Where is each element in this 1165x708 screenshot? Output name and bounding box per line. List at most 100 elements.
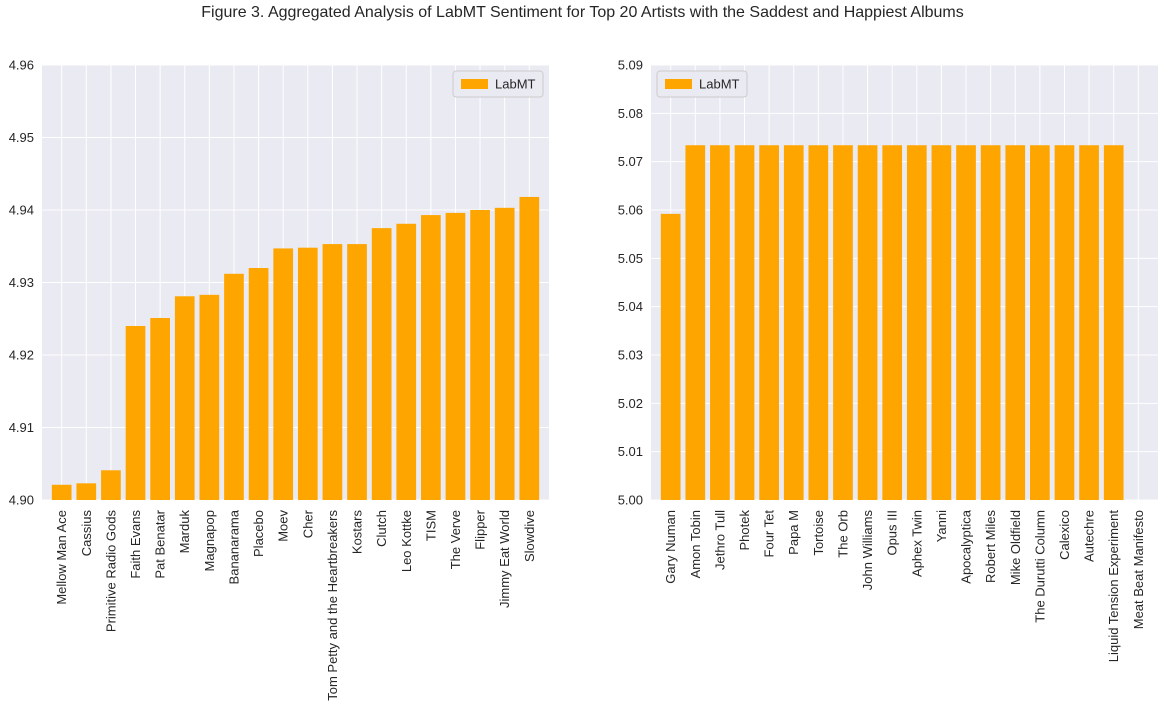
bar (76, 483, 97, 500)
x-tick-label: Gary Numan (663, 510, 678, 584)
x-tick-label: Meat Beat Manifesto (1131, 510, 1146, 629)
y-tick-label: 4.92 (9, 348, 34, 363)
bar (931, 145, 952, 500)
bar (956, 145, 976, 500)
x-tick-label: Amon Tobin (688, 510, 703, 578)
x-tick-label: Pat Benatar (153, 509, 168, 578)
bar (125, 326, 146, 500)
legend-label: LabMT (495, 77, 536, 92)
x-tick-label: Mellow Man Ace (54, 510, 69, 605)
bar (199, 294, 220, 500)
x-tick-label: Cassius (79, 510, 94, 557)
x-tick-label: Tortoise (811, 510, 826, 556)
x-tick-label: Mike Oldfield (1008, 510, 1023, 585)
x-tick-label: Four Tet (762, 510, 777, 558)
y-tick-label: 5.09 (618, 58, 643, 73)
legend-swatch (665, 79, 692, 89)
x-tick-label: Liquid Tension Experiment (1106, 510, 1121, 663)
x-tick-label: Papa M (786, 510, 801, 555)
legend-box (656, 70, 748, 98)
x-tick-label: Robert Miles (983, 510, 998, 583)
legend: LabMT (656, 70, 748, 98)
x-tick-label: Kostars (350, 510, 365, 555)
x-tick-label: Photek (737, 510, 752, 551)
chart-saddest: 4.90 4.91 4.92 4.93 4.94 4.95 4.96 Mellow Man A… (9, 58, 549, 701)
bar (347, 244, 367, 500)
bar (882, 145, 903, 500)
legend: LabMT (452, 70, 544, 98)
x-tick-label: John Williams (860, 510, 875, 591)
legend-swatch (461, 79, 488, 89)
y-tick-label: 5.07 (618, 154, 643, 169)
x-tick-label: The Verve (448, 510, 463, 569)
bar (445, 212, 466, 500)
y-tick-label: 5.03 (618, 348, 643, 363)
bar (224, 273, 244, 500)
x-tick-label: Leo Kottke (399, 510, 414, 572)
legend-label: LabMT (699, 77, 740, 92)
x-tick-label: Tom Petty and the Heartbreakers (325, 510, 340, 701)
x-tick-label: Marduk (177, 510, 192, 554)
bar (1005, 145, 1026, 500)
y-tick-label: 4.91 (9, 420, 34, 435)
y-tick-label: 4.96 (9, 58, 34, 73)
chart-happiest: 5.00 5.01 5.02 5.03 5.04 5.05 5.06 5.07 5.08 5.09… (618, 58, 1158, 663)
y-tick-label: 5.02 (618, 396, 643, 411)
bar (371, 228, 392, 500)
x-tick-label: Jethro Tull (712, 510, 727, 570)
y-tick-label: 5.06 (618, 203, 643, 218)
bar (248, 268, 269, 500)
x-tick-label: The Orb (835, 510, 850, 558)
x-tick-label: Jimmy Eat World (497, 510, 512, 608)
bar (857, 145, 878, 500)
x-tick-label: Yanni (934, 510, 949, 542)
bar (783, 145, 804, 500)
x-tick-label: Apocalyptica (959, 509, 974, 583)
x-tick-label: Primitive Radio Gods (103, 510, 118, 633)
legend-box (452, 70, 544, 98)
y-tick-label: 5.05 (618, 251, 643, 266)
bar (396, 223, 417, 500)
bar (734, 145, 755, 500)
bar (808, 145, 829, 500)
x-tick-label: Moev (276, 510, 291, 542)
bar (906, 145, 927, 500)
bar (660, 213, 681, 500)
bar (322, 244, 343, 500)
bar (710, 145, 730, 500)
bar (421, 215, 441, 500)
y-tick-label: 4.94 (9, 203, 34, 218)
bar (273, 248, 294, 500)
bar (1103, 145, 1124, 500)
bar (980, 145, 1001, 500)
bar (833, 145, 853, 500)
y-tick-label: 5.04 (618, 299, 643, 314)
x-tick-label: Bananarama (226, 509, 241, 584)
x-tick-label: Opus III (885, 510, 900, 556)
x-tick-label: Clutch (374, 510, 389, 547)
bar (51, 484, 72, 500)
x-tick-label: Placebo (251, 510, 266, 557)
bar (470, 210, 490, 500)
bar (150, 318, 170, 500)
bar (1030, 145, 1050, 500)
x-tick-label: Magnapop (202, 510, 217, 571)
figure-title: Figure 3. Aggregated Analysis of LabMT S… (201, 4, 964, 21)
x-tick-label: Calexico (1057, 510, 1072, 560)
bar (494, 207, 515, 500)
bar (1054, 145, 1075, 500)
y-tick-label: 4.93 (9, 275, 34, 290)
bar (174, 296, 195, 500)
x-tick-label: TISM (423, 510, 438, 541)
bar (519, 196, 540, 500)
x-tick-label: Autechre (1082, 510, 1097, 562)
x-tick-label: Aphex Twin (909, 510, 924, 577)
x-tick-label: Cher (300, 509, 315, 538)
x-tick-label: Slowdive (522, 510, 537, 562)
bar (759, 145, 779, 500)
x-tick-label: Faith Evans (128, 510, 143, 579)
bar (685, 145, 706, 500)
y-tick-label: 4.90 (9, 493, 34, 508)
x-tick-label: The Durutti Column (1032, 510, 1047, 623)
